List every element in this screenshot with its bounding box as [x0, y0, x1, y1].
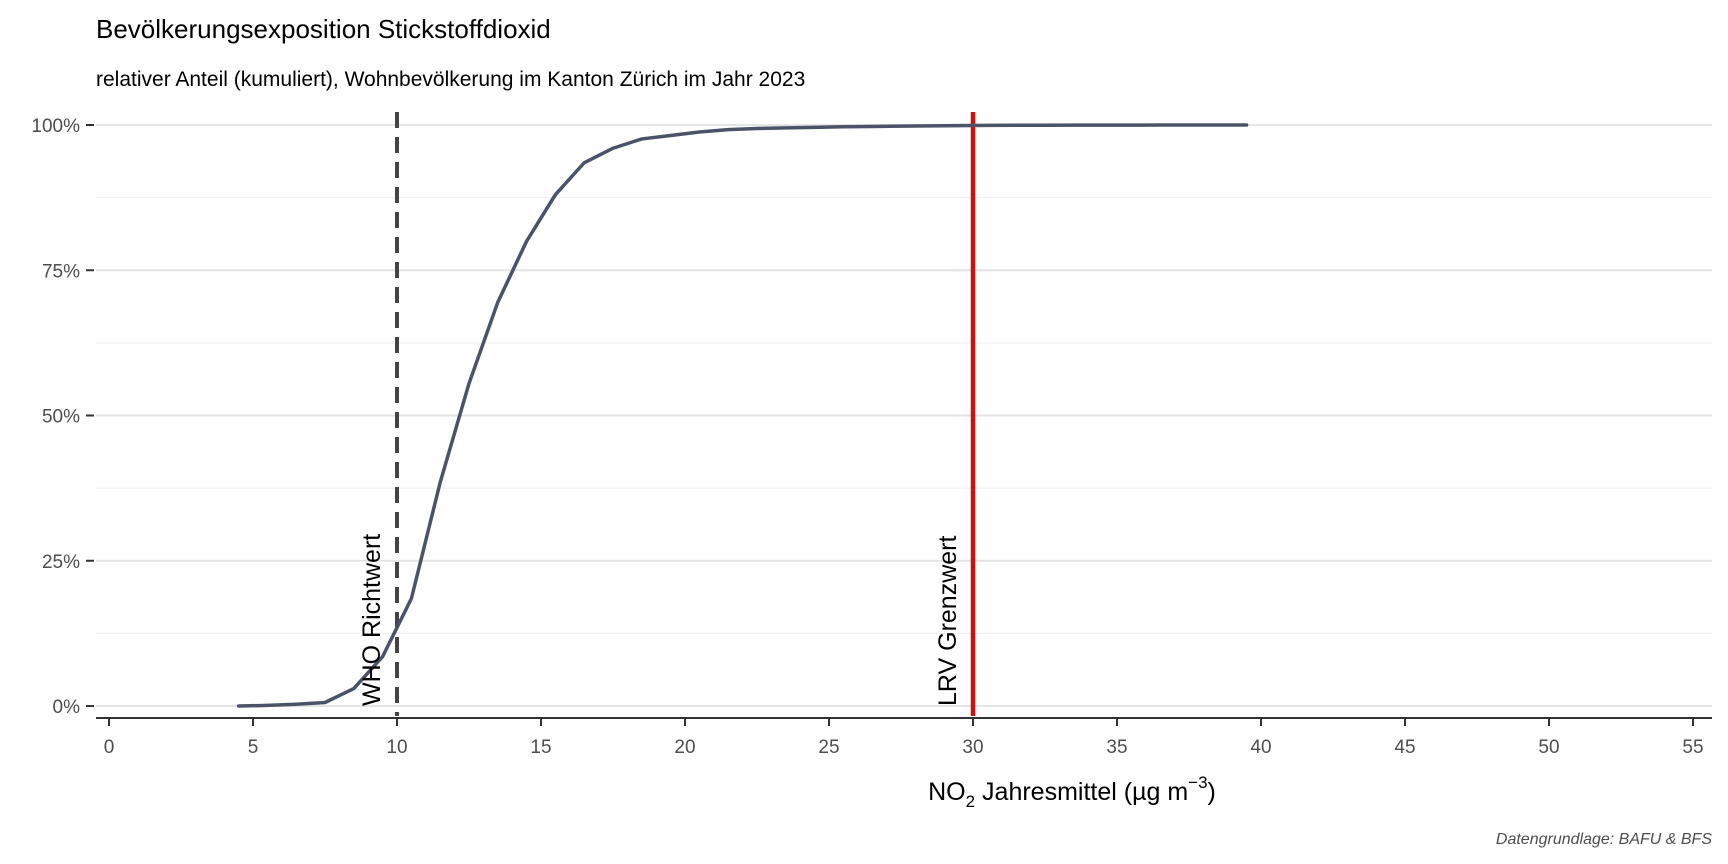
chart-subtitle: relativer Anteil (kumuliert), Wohnbevölk…: [96, 68, 805, 91]
y-tick-label: 25%: [42, 552, 80, 573]
x-axis-title: NO2 Jahresmittel (µg m−3): [928, 773, 1216, 811]
x-axis-title-main: NO: [928, 778, 966, 806]
x-tick-label: 55: [1682, 737, 1703, 758]
chart-title: Bevölkerungsexposition Stickstoffdioxid: [96, 14, 551, 44]
x-tick-label: 25: [818, 737, 839, 758]
y-tick-label: 50%: [42, 407, 80, 428]
reference-line-label: LRV Grenzwert: [934, 536, 962, 706]
x-tick-label: 35: [1106, 737, 1127, 758]
x-tick-label: 40: [1250, 737, 1271, 758]
x-tick-label: 45: [1394, 737, 1415, 758]
y-axis: 0% 25% 50% 75% 100%: [31, 116, 94, 718]
x-axis-title-close: ): [1208, 778, 1216, 806]
series-line: [236, 123, 1249, 708]
reference-labels: WHO Richtwert LRV Grenzwert: [358, 534, 962, 706]
x-tick-label: 30: [962, 737, 983, 758]
x-axis-title-superscript: −3: [1188, 773, 1207, 792]
x-tick-label: 0: [104, 737, 115, 758]
x-axis: 0 5 10 15 20 25 30 35 40 45 50 55: [96, 717, 1712, 758]
chart-caption: Datengrundlage: BAFU & BFS: [1496, 831, 1712, 848]
y-tick-label: 75%: [42, 261, 80, 282]
x-tick-label: 20: [674, 737, 695, 758]
grid-lines: [96, 124, 1712, 707]
reference-line-label: WHO Richtwert: [358, 534, 386, 706]
x-tick-label: 50: [1538, 737, 1559, 758]
x-axis-title-rest: Jahresmittel (µg m: [975, 778, 1188, 806]
y-tick-label: 0%: [53, 697, 81, 718]
series-layer: [236, 123, 1249, 708]
x-tick-label: 5: [248, 737, 259, 758]
reference-lines: [395, 112, 976, 716]
y-tick-label: 100%: [31, 116, 80, 137]
x-axis-title-subscript: 2: [966, 792, 975, 811]
x-tick-label: 10: [386, 737, 407, 758]
x-tick-label: 15: [530, 737, 551, 758]
